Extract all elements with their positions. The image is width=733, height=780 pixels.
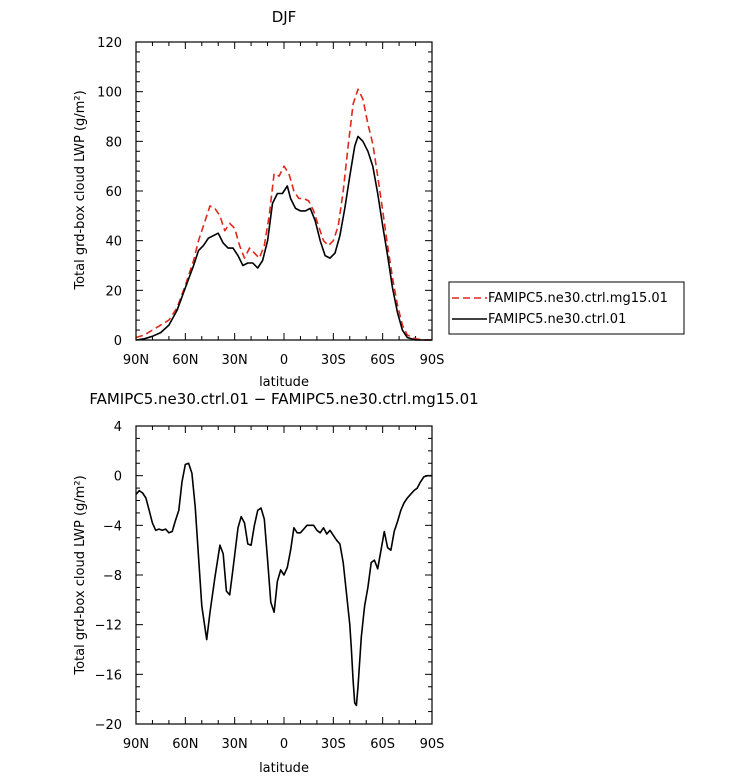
top-y-axis-label: Total grd-box cloud LWP (g/m²) (73, 90, 88, 290)
top-y-tick-label: 100 (97, 86, 122, 101)
top-axes: 90N 60N 30N 0 30S 60S 90S 0 20 40 60 80 100 120 (97, 36, 444, 368)
bottom-y-tick-label: −8 (103, 569, 122, 584)
legend: FAMIPC5.ne30.ctrl.mg15.01 FAMIPC5.ne30.c… (448, 281, 685, 335)
bottom-y-axis-label: Total grd-box cloud LWP (g/m²) (73, 475, 88, 675)
top-plot-frame (135, 41, 433, 341)
bottom-y-tick-label: −4 (103, 519, 122, 534)
top-x-tick-label: 30N (222, 353, 248, 368)
top-y-tick-label: 0 (114, 334, 122, 349)
top-x-axis-label: latitude (259, 375, 309, 390)
top-x-tick-label: 60S (370, 353, 395, 368)
bottom-plot-frame (135, 425, 433, 725)
bottom-x-axis-label: latitude (259, 761, 309, 776)
top-series-lines (135, 88, 432, 341)
bottom-y-tick-label: −16 (95, 668, 122, 683)
top-panel: DJF Total grd-box cloud LWP (g/m²) latit… (73, 8, 444, 390)
bottom-panel: FAMIPC5.ne30.ctrl.01 − FAMIPC5.ne30.ctrl… (73, 390, 479, 776)
top-chart-title: DJF (272, 8, 297, 26)
legend-label-ctrl: FAMIPC5.ne30.ctrl.01 (488, 312, 626, 327)
bottom-x-tick-label: 60N (172, 737, 198, 752)
bottom-x-tick-label: 0 (280, 737, 288, 752)
top-y-tick-label: 120 (97, 36, 122, 51)
bottom-y-tick-label: 4 (114, 420, 122, 435)
top-x-tick-label: 0 (280, 353, 288, 368)
top-y-tick-label: 80 (105, 135, 122, 150)
top-series-line-1 (135, 135, 432, 341)
legend-label-mg15: FAMIPC5.ne30.ctrl.mg15.01 (488, 291, 668, 306)
bottom-x-tick-label: 90S (420, 737, 445, 752)
bottom-y-tick-label: −12 (95, 619, 122, 634)
top-y-tick-label: 20 (105, 284, 122, 299)
top-series-line-0 (135, 88, 432, 341)
bottom-series-lines (135, 462, 432, 707)
bottom-x-tick-label: 30S (321, 737, 346, 752)
top-x-tick-label: 90S (420, 353, 445, 368)
bottom-chart-title: FAMIPC5.ne30.ctrl.01 − FAMIPC5.ne30.ctrl… (89, 390, 478, 408)
bottom-series-line-0 (135, 462, 432, 707)
bottom-x-tick-label: 30N (222, 737, 248, 752)
top-y-tick-label: 60 (105, 185, 122, 200)
bottom-y-tick-label: 0 (114, 470, 122, 485)
bottom-x-tick-label: 90N (123, 737, 149, 752)
bottom-x-tick-label: 60S (370, 737, 395, 752)
bottom-y-tick-label: −20 (95, 718, 122, 733)
top-x-tick-label: 30S (321, 353, 346, 368)
legend-box (448, 281, 685, 335)
top-x-tick-label: 60N (172, 353, 198, 368)
top-y-tick-label: 40 (105, 235, 122, 250)
top-x-tick-label: 90N (123, 353, 149, 368)
